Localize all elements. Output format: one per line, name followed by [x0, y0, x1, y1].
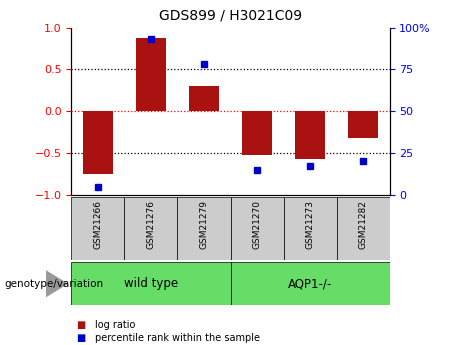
Text: GSM21273: GSM21273	[306, 200, 314, 249]
Bar	[242, 111, 272, 155]
Text: GDS899 / H3021C09: GDS899 / H3021C09	[159, 9, 302, 23]
Bar	[284, 197, 337, 260]
Bar	[337, 197, 390, 260]
Text: wild type: wild type	[124, 277, 178, 290]
Bar	[296, 111, 325, 159]
Bar	[136, 38, 165, 111]
Bar	[71, 197, 124, 260]
Text: GSM21266: GSM21266	[94, 200, 102, 249]
Polygon shape	[46, 271, 67, 296]
Bar	[71, 262, 230, 305]
Text: GSM21270: GSM21270	[253, 200, 261, 249]
Text: percentile rank within the sample: percentile rank within the sample	[95, 333, 260, 343]
Text: ■: ■	[76, 333, 85, 343]
Bar	[230, 262, 390, 305]
Bar	[230, 197, 284, 260]
Text: genotype/variation: genotype/variation	[5, 279, 104, 289]
Bar	[83, 111, 112, 174]
Bar	[124, 197, 177, 260]
Text: GSM21276: GSM21276	[147, 200, 155, 249]
Text: GSM21282: GSM21282	[359, 200, 367, 249]
Bar	[189, 86, 219, 111]
Text: log ratio: log ratio	[95, 320, 135, 330]
Bar	[349, 111, 378, 138]
Bar	[177, 197, 230, 260]
Text: GSM21279: GSM21279	[200, 200, 208, 249]
Text: AQP1-/-: AQP1-/-	[288, 277, 332, 290]
Text: ■: ■	[76, 320, 85, 330]
